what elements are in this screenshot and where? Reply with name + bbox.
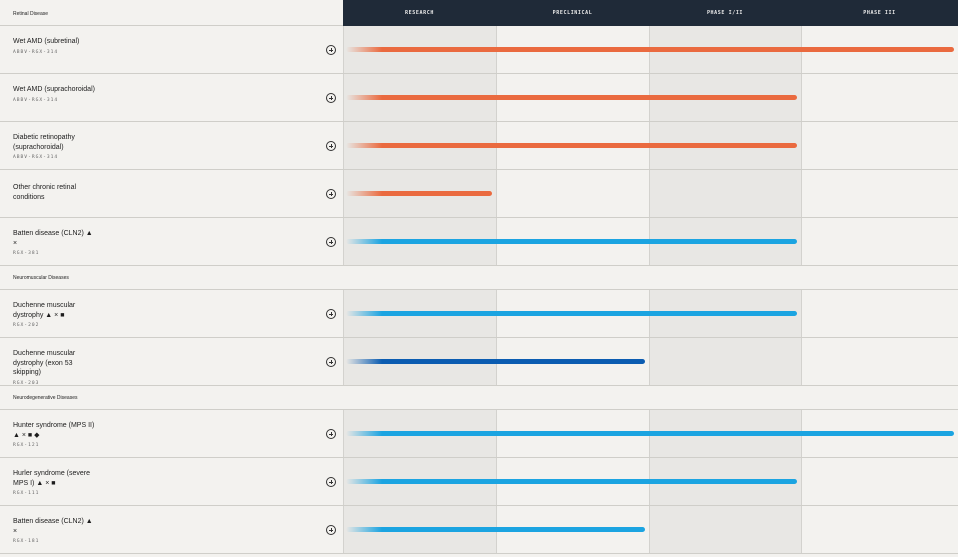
stage-cell <box>801 338 958 385</box>
row-code: ABBV-RGX-314 <box>13 155 59 160</box>
expand-button[interactable] <box>326 237 336 247</box>
stage-cell <box>649 506 801 553</box>
stage-cell <box>801 506 958 553</box>
plus-v <box>330 360 332 364</box>
expand-button[interactable] <box>326 477 336 487</box>
stage-label: PHASE III <box>863 10 896 16</box>
progress-bar <box>346 359 645 364</box>
row <box>0 218 958 266</box>
header-bar <box>343 0 958 26</box>
row-code: ABBV-RGX-314 <box>13 98 59 103</box>
row-name: Batten disease (CLN2) ▲ × <box>13 518 93 535</box>
plus-v <box>330 96 332 100</box>
progress-bar <box>346 239 797 244</box>
row-name: Hunter syndrome (MPS II) ▲ × ■ ◆ <box>13 422 95 439</box>
expand-button[interactable] <box>326 93 336 103</box>
row <box>0 74 958 122</box>
row-name: Other chronic retinal conditions <box>13 184 77 201</box>
row <box>0 122 958 170</box>
stage-cell <box>801 290 958 337</box>
expand-button[interactable] <box>326 429 336 439</box>
row-code: ABBV-RGX-314 <box>13 50 59 55</box>
progress-bar <box>346 143 797 148</box>
progress-bar <box>346 479 797 484</box>
row <box>0 170 958 218</box>
stage-cell <box>649 170 801 217</box>
stage-cell <box>801 458 958 505</box>
row <box>0 26 958 74</box>
progress-bar <box>346 311 797 316</box>
section-row <box>0 266 958 290</box>
row <box>0 338 958 386</box>
expand-button[interactable] <box>326 525 336 535</box>
row-code: RGX-203 <box>13 381 40 386</box>
row-code: RGX-181 <box>13 539 40 544</box>
row-name: Diabetic retinopathy (suprachoroidal) <box>13 134 75 151</box>
stage-label: PRECLINICAL <box>552 10 593 16</box>
stage-cell <box>496 170 649 217</box>
row-code: RGX-381 <box>13 251 40 256</box>
expand-button[interactable] <box>326 45 336 55</box>
row <box>0 458 958 506</box>
plus-v <box>330 528 332 532</box>
plus-v <box>330 48 332 52</box>
plus-v <box>330 144 332 148</box>
expand-button[interactable] <box>326 357 336 367</box>
expand-button[interactable] <box>326 189 336 199</box>
progress-bar <box>346 95 797 100</box>
row <box>0 290 958 338</box>
row <box>0 410 958 458</box>
header-left <box>0 0 343 26</box>
plus-v <box>330 432 332 436</box>
progress-bar <box>346 431 954 436</box>
section-row <box>0 386 958 410</box>
progress-bar <box>346 191 492 196</box>
row-code: RGX-202 <box>13 323 40 328</box>
row-name: Batten disease (CLN2) ▲ × <box>13 230 93 247</box>
row-name: Duchenne muscular dystrophy ▲ × ■ <box>13 302 76 319</box>
plus-v <box>330 480 332 484</box>
stage-cell <box>801 170 958 217</box>
section-title: Neuromuscular Diseases <box>13 275 69 281</box>
section-title: Retinal Disease <box>13 11 49 17</box>
stage-cell <box>801 218 958 265</box>
plus-v <box>330 192 332 196</box>
stage-cell <box>801 122 958 169</box>
row-name: Duchenne muscular dystrophy (exon 53 ski… <box>13 350 76 376</box>
row-name: Wet AMD (subretinal) <box>13 38 80 45</box>
progress-bar <box>346 527 645 532</box>
row-name: Hurler syndrome (severe MPS I) ▲ × ■ <box>13 470 91 487</box>
expand-button[interactable] <box>326 309 336 319</box>
row-name: Wet AMD (suprachoroidal) <box>13 86 95 93</box>
row-code: RGX-121 <box>13 443 40 448</box>
progress-bar <box>346 47 954 52</box>
section-title: Neurodegenerative Diseases <box>13 395 78 401</box>
stage-cell <box>801 74 958 121</box>
stage-cell <box>649 338 801 385</box>
stage-label: RESEARCH <box>405 10 434 16</box>
row <box>0 506 958 554</box>
plus-v <box>330 312 332 316</box>
plus-v <box>330 240 332 244</box>
expand-button[interactable] <box>326 141 336 151</box>
row-code: RGX-111 <box>13 491 40 496</box>
stage-label: PHASE I/II <box>706 10 744 16</box>
